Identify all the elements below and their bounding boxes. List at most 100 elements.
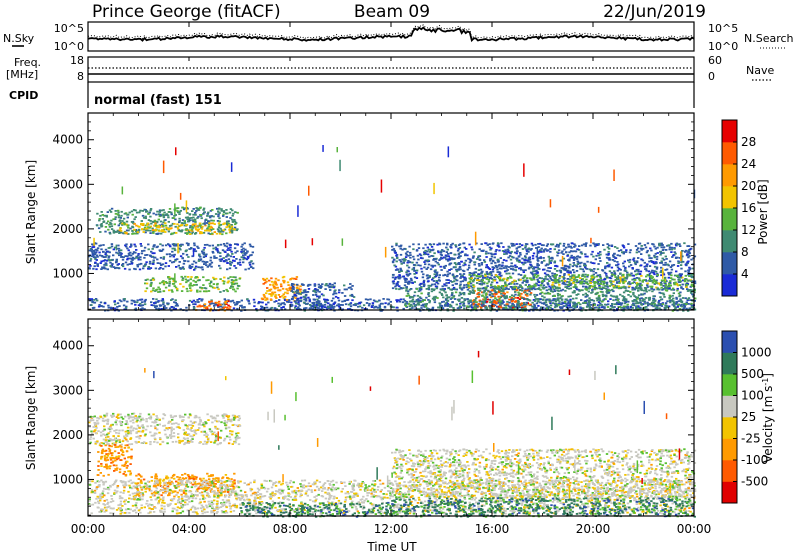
heatmap-cell [193, 307, 196, 309]
heatmap-cell [200, 231, 203, 234]
heatmap-cell [655, 275, 659, 278]
heatmap-cell [498, 263, 501, 266]
heatmap-cell [175, 232, 178, 234]
heatmap-cell [152, 263, 155, 265]
heatmap-cell [290, 290, 293, 292]
heatmap-cell [290, 284, 294, 286]
heatmap-cell [569, 245, 572, 248]
heatmap-cell [178, 247, 181, 250]
heatmap-cell [299, 297, 302, 299]
heatmap-cell [253, 305, 256, 308]
heatmap-cell [432, 289, 435, 292]
heatmap-cell [109, 246, 112, 249]
heatmap-cell [190, 228, 194, 231]
heatmap-cell [314, 291, 318, 294]
heatmap-cell [121, 224, 124, 226]
heatmap-cell [457, 255, 461, 258]
heatmap-cell [524, 305, 527, 308]
heatmap-cell [223, 276, 226, 279]
heatmap-cell [404, 279, 407, 282]
heatmap-cell [96, 212, 99, 215]
heatmap-cell [537, 284, 540, 287]
heatmap-cell [562, 245, 565, 247]
heatmap-cell [549, 262, 552, 264]
heatmap-cell [421, 276, 425, 279]
heatmap-cell [144, 279, 147, 281]
heatmap-cell [144, 282, 147, 285]
heatmap-cell [468, 286, 471, 289]
heatmap-cell [559, 259, 562, 262]
heatmap-cell [581, 275, 584, 277]
heatmap-cell [517, 273, 520, 276]
noise-search-label: N.Search [744, 32, 794, 45]
heatmap-cell [690, 274, 693, 276]
heatmap-cell [485, 264, 488, 266]
heatmap-cell [634, 245, 638, 247]
heatmap-cell [455, 270, 459, 273]
heatmap-cell [546, 273, 550, 276]
heatmap-cell [176, 210, 179, 212]
heatmap-cell [269, 288, 273, 291]
heatmap-cell [297, 299, 300, 302]
heatmap-cell [287, 301, 290, 303]
heatmap-cell [588, 284, 591, 287]
heatmap-cell [395, 242, 398, 245]
heatmap-cell [659, 253, 662, 256]
heatmap-cell [656, 246, 659, 249]
heatmap-cell [438, 242, 441, 245]
heatmap-cell [568, 281, 571, 284]
heatmap-cell [214, 277, 218, 280]
heatmap-cell [648, 299, 651, 301]
heatmap-cell [214, 246, 218, 249]
heatmap-cell [137, 228, 141, 231]
heatmap-cell [133, 232, 137, 235]
heatmap-cell [171, 298, 174, 301]
heatmap-cell [149, 267, 153, 269]
heatmap-cell [240, 304, 243, 307]
heatmap-cell [148, 211, 151, 214]
heatmap-cell [627, 282, 630, 285]
heatmap-cell [480, 263, 483, 266]
heatmap-cell [578, 256, 581, 259]
heatmap-cell [510, 307, 513, 309]
heatmap-cell [546, 282, 549, 284]
heatmap-cell [682, 260, 685, 263]
heatmap-cell [124, 212, 128, 215]
heatmap-cell [535, 282, 538, 285]
heatmap-cell [516, 250, 519, 252]
heatmap-cell [598, 286, 601, 289]
heatmap-cell [482, 287, 486, 290]
heatmap-cell [141, 250, 144, 252]
heatmap-cell [668, 246, 672, 249]
heatmap-cell [188, 213, 192, 215]
heatmap-cell [90, 248, 94, 251]
heatmap-cell [473, 271, 476, 274]
heatmap-cell [181, 243, 184, 246]
heatmap-cell [596, 282, 600, 285]
heatmap-cell [607, 254, 610, 256]
heatmap-cell [289, 287, 292, 290]
heatmap-cell [660, 242, 663, 245]
heatmap-cell [219, 278, 222, 280]
heatmap-cell [409, 295, 412, 298]
heatmap-cell [619, 249, 623, 251]
heatmap-cell [541, 295, 544, 298]
heatmap-cell [140, 262, 143, 265]
heatmap-cell [626, 307, 630, 310]
heatmap-cell [405, 254, 408, 256]
heatmap-cell [343, 300, 346, 302]
heatmap-cell [156, 258, 159, 261]
heatmap-cell [173, 301, 176, 304]
heatmap-cell [231, 253, 234, 255]
heatmap-cell [189, 226, 192, 229]
heatmap-cell [227, 222, 230, 225]
heatmap-cell [294, 307, 297, 309]
heatmap-cell [232, 259, 235, 262]
heatmap-cell [192, 208, 195, 210]
heatmap-cell [452, 286, 456, 289]
heatmap-cell [229, 260, 232, 263]
heatmap-cell [307, 288, 311, 290]
heatmap-cell [463, 262, 466, 264]
heatmap-cell [636, 273, 639, 275]
heatmap-cell [502, 292, 505, 294]
